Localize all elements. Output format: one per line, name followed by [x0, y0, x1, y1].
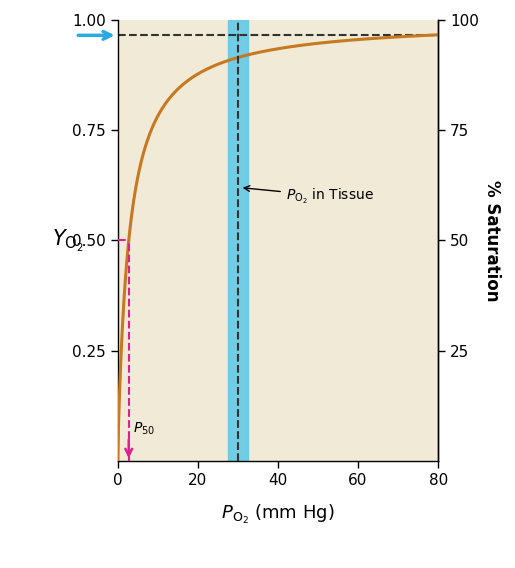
Text: $\it{P}$$_{\mathregular{50}}$: $\it{P}$$_{\mathregular{50}}$: [133, 420, 155, 437]
Text: $\it{P}$$_{\mathregular{O_2}}$ (mm Hg): $\it{P}$$_{\mathregular{O_2}}$ (mm Hg): [221, 503, 335, 526]
Y-axis label: % Saturation: % Saturation: [483, 179, 501, 301]
Text: $\it{Y}$$_{\mathregular{O_2}}$: $\it{Y}$$_{\mathregular{O_2}}$: [52, 227, 84, 253]
Bar: [228, 20, 248, 461]
Text: $\it{P}_{\mathregular{O_2}}$ in Tissue: $\it{P}_{\mathregular{O_2}}$ in Tissue: [244, 186, 374, 206]
